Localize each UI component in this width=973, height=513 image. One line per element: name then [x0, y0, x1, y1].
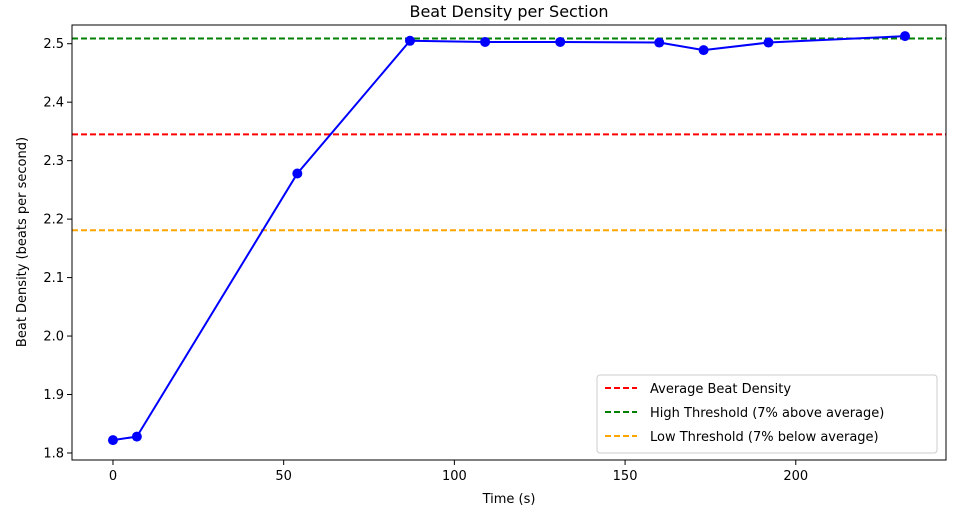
data-point [698, 45, 709, 56]
y-tick-label: 2.4 [43, 96, 64, 111]
data-point [404, 35, 415, 46]
data-point [555, 36, 566, 47]
x-tick-label: 0 [109, 469, 117, 484]
y-axis-label: Beat Density (beats per second) [15, 137, 30, 347]
y-tick-label: 2.2 [43, 213, 64, 228]
x-tick-label: 200 [783, 469, 808, 484]
x-axis-label: Time (s) [482, 492, 536, 507]
x-tick-label: 50 [275, 469, 292, 484]
series-line [112, 35, 906, 442]
plot-frame [71, 24, 947, 461]
x-tick-label: 100 [442, 469, 467, 484]
legend: Average Beat Density High Threshold (7% … [596, 374, 938, 454]
data-point [763, 37, 774, 48]
legend-label-low: Low Threshold (7% below average) [650, 430, 879, 445]
data-point [900, 31, 911, 42]
y-tick-label: 1.8 [43, 446, 64, 461]
legend-box [596, 374, 938, 454]
data-point [292, 168, 303, 179]
legend-label-average: Average Beat Density [650, 382, 791, 397]
y-tick-label: 1.9 [43, 388, 64, 403]
plot-content [72, 31, 946, 446]
x-tick-label: 150 [613, 469, 638, 484]
chart-title: Beat Density per Section [409, 2, 608, 21]
x-axis: 0 50 100 150 200 [109, 460, 808, 484]
y-axis: 1.8 1.9 2.0 2.1 2.2 2.3 2.4 2.5 [43, 37, 72, 461]
y-tick-label: 2.3 [43, 154, 64, 169]
legend-label-high: High Threshold (7% above average) [650, 406, 884, 421]
y-tick-label: 2.0 [43, 330, 64, 345]
data-point [480, 36, 491, 47]
data-point [131, 431, 142, 442]
data-point [107, 435, 118, 446]
data-point [654, 37, 665, 48]
y-tick-label: 2.5 [43, 37, 64, 52]
y-tick-label: 2.1 [43, 271, 64, 286]
